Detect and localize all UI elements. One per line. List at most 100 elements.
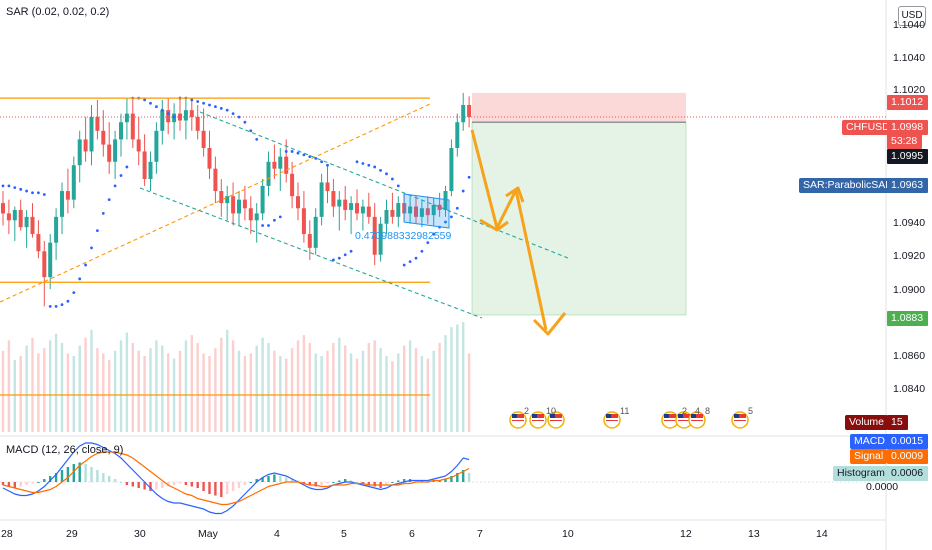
candle-body [307, 234, 312, 248]
macd-histogram-bar [243, 482, 247, 485]
sar-dot [343, 253, 347, 257]
flag-canton [532, 414, 537, 418]
sar-dot [190, 98, 194, 102]
entry-price-tag: 1.0995 [887, 149, 929, 164]
volume-bar [338, 337, 341, 432]
macd-indicator-label[interactable]: MACD (12, 26, close, 9) [6, 444, 124, 456]
flag-stripe [550, 414, 562, 421]
sar-dot [196, 100, 200, 103]
signal-value-tag: 0.0009 [887, 449, 929, 464]
candle-body [60, 191, 64, 217]
candle-body [372, 216, 377, 255]
macd-histogram-bar [184, 482, 188, 485]
candle-body [195, 117, 200, 131]
macd-histogram-bar [1, 482, 5, 485]
volume-bar [279, 356, 282, 432]
candle-body [89, 117, 94, 152]
candle-body [366, 206, 371, 217]
candle-body [455, 122, 460, 149]
macd-histogram-bar [467, 473, 471, 482]
sar-dot [149, 101, 152, 105]
event-flag-icon[interactable] [529, 411, 547, 429]
sar-dot [308, 155, 312, 159]
event-count: 2 [524, 406, 529, 416]
sar-dot [426, 241, 430, 245]
drawings[interactable] [0, 97, 569, 336]
arrowhead [479, 218, 509, 232]
volume-bar [456, 324, 459, 432]
event-count: 5 [748, 406, 753, 416]
flag-stripe [678, 414, 690, 421]
sar-dot [19, 187, 23, 191]
sar-dot [72, 291, 76, 294]
sar-dot [361, 162, 365, 165]
volume-bar [373, 340, 376, 432]
volume-bar [397, 353, 400, 432]
sar-dot [302, 153, 306, 157]
candle-body [30, 216, 35, 235]
macd-histogram-bar [13, 482, 16, 488]
macd-histogram-bar [361, 482, 365, 484]
volume-bar [66, 353, 70, 432]
volume-bar [49, 340, 52, 432]
volume-bar [462, 322, 465, 432]
flag-stripe [512, 414, 524, 421]
macd-histogram-bar [190, 482, 193, 487]
macd-histogram-bar [296, 480, 300, 482]
volume-bar [202, 353, 205, 432]
macd-histogram-bar [314, 482, 317, 487]
candle-body [225, 196, 230, 204]
sar-dot [284, 150, 288, 153]
sar-value-tag: 1.0963 [887, 178, 929, 193]
macd-histogram-bar [131, 482, 134, 487]
candle-body [71, 165, 76, 200]
macd-histogram-bar [420, 480, 424, 482]
event-flag-icon[interactable] [661, 411, 679, 429]
event-flag-icon[interactable] [547, 411, 565, 429]
volume-bar [361, 350, 365, 432]
macd-histogram-bar [403, 479, 406, 482]
volume-bar [438, 342, 441, 432]
volume-bar [214, 348, 217, 432]
macd-histogram-bar [355, 482, 359, 483]
flag-stripe [734, 418, 746, 420]
macd-histogram-bar [102, 473, 105, 482]
sar-indicator-label[interactable]: SAR (0.02, 0.02, 0.2) [6, 6, 110, 18]
sar-dot [320, 160, 323, 164]
macd-histogram-bar [438, 480, 441, 482]
currency-button[interactable]: USD [898, 6, 926, 26]
sar-name-tag: SAR:ParabolicSAR [799, 178, 897, 193]
macd-histogram-bar [302, 482, 306, 484]
sar-dot [296, 151, 300, 155]
macd-histogram-bar [320, 482, 323, 485]
macd-histogram-bar [344, 479, 347, 482]
volume-bar [13, 359, 16, 432]
volume-bar [273, 350, 276, 432]
macd-histogram-bar [49, 476, 52, 482]
event-flag-icon[interactable] [603, 411, 621, 429]
histogram-value-tag: 0.0006 [887, 466, 929, 481]
event-markers[interactable]: 2 10 11 2 4 8 5 [509, 406, 753, 429]
macd-histogram-bar [31, 482, 34, 484]
time-tick: 7 [477, 528, 483, 540]
volume-bar [190, 335, 193, 432]
sar-dot [396, 184, 400, 188]
volume-bar [367, 342, 370, 432]
flag-canton [678, 414, 683, 418]
macd-histogram-bar [108, 476, 111, 482]
volume-bar [332, 342, 335, 432]
volume-bar [149, 348, 152, 432]
sar-dot [278, 215, 282, 219]
candle-body [24, 216, 29, 228]
candle-body [130, 113, 135, 140]
candle-body [42, 251, 47, 278]
sar-dot [202, 101, 206, 105]
candle-body [36, 234, 41, 252]
event-flag-icon[interactable] [509, 411, 527, 429]
event-flag-icon[interactable] [731, 411, 749, 429]
sar-dot [420, 249, 424, 253]
sar-dot [373, 165, 377, 169]
event-flag-icon[interactable] [688, 411, 706, 429]
sar-dot [119, 174, 123, 177]
